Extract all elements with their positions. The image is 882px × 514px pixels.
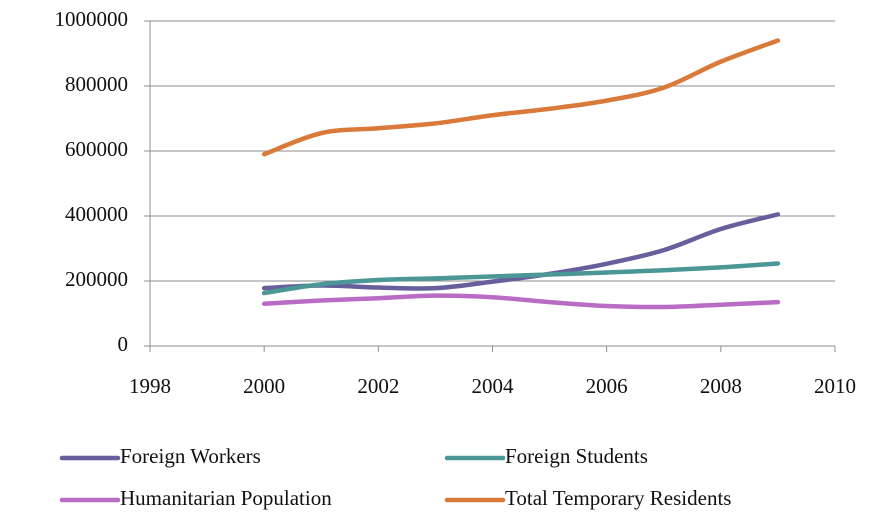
x-tick-label: 2008	[700, 374, 742, 398]
y-tick-label: 0	[118, 332, 129, 356]
series-line	[261, 212, 781, 291]
legend-label: Humanitarian Population	[120, 486, 332, 510]
y-tick-label: 600000	[65, 137, 128, 161]
x-tick-label: 1998	[129, 374, 171, 398]
x-tick-label: 2006	[586, 374, 628, 398]
legend-label: Foreign Students	[505, 444, 648, 468]
x-tick-label: 2004	[472, 374, 515, 398]
y-tick-label: 200000	[65, 267, 128, 291]
legend-label: Foreign Workers	[120, 444, 261, 468]
y-tick-label: 1000000	[55, 7, 129, 31]
x-tick-label: 2000	[243, 374, 285, 398]
series-line	[261, 261, 781, 296]
y-tick-label: 400000	[65, 202, 128, 226]
series-line	[261, 38, 781, 157]
y-tick-label: 800000	[65, 72, 128, 96]
x-tick-label: 2010	[814, 374, 856, 398]
legend-label: Total Temporary Residents	[505, 486, 731, 510]
series-line	[261, 293, 781, 310]
x-tick-label: 2002	[357, 374, 399, 398]
